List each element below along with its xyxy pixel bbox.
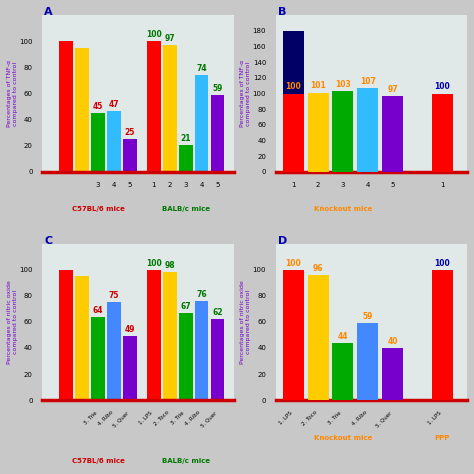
Bar xyxy=(179,145,192,172)
Bar xyxy=(123,139,137,172)
Text: 98: 98 xyxy=(164,261,175,270)
Text: 47: 47 xyxy=(109,100,119,109)
Bar xyxy=(59,270,73,400)
Text: 74: 74 xyxy=(196,64,207,73)
Bar xyxy=(195,75,209,172)
Bar xyxy=(91,113,105,172)
Bar xyxy=(163,272,177,400)
Bar xyxy=(332,91,354,172)
Text: 49: 49 xyxy=(125,325,135,334)
Bar xyxy=(75,276,89,400)
Text: 103: 103 xyxy=(335,80,351,89)
Bar xyxy=(75,48,89,172)
Y-axis label: Percentages of nitric oxide
compared to control: Percentages of nitric oxide compared to … xyxy=(7,280,18,364)
Bar xyxy=(357,88,378,172)
Bar xyxy=(308,275,328,400)
Text: BALB/c mice: BALB/c mice xyxy=(162,458,210,464)
Text: 101: 101 xyxy=(310,82,326,91)
Text: 100: 100 xyxy=(434,82,450,91)
Y-axis label: Percentages of TNF-α
compared to control: Percentages of TNF-α compared to control xyxy=(7,60,18,127)
Text: 62: 62 xyxy=(212,308,223,317)
Text: 100: 100 xyxy=(146,30,162,39)
Bar xyxy=(163,46,177,172)
Bar xyxy=(332,343,354,400)
Bar xyxy=(147,41,161,172)
Text: C: C xyxy=(44,236,53,246)
Text: 21: 21 xyxy=(181,134,191,143)
Text: BALB/c mice: BALB/c mice xyxy=(162,206,210,212)
Bar xyxy=(211,319,224,400)
Text: 59: 59 xyxy=(212,84,223,93)
Y-axis label: Percentages of nitric oxide
compared to control: Percentages of nitric oxide compared to … xyxy=(240,280,251,364)
Bar xyxy=(382,96,403,172)
Text: C57BL/6 mice: C57BL/6 mice xyxy=(72,206,125,212)
Bar xyxy=(147,270,161,400)
Bar xyxy=(211,95,224,172)
Text: 100: 100 xyxy=(285,82,301,91)
Bar xyxy=(382,348,403,400)
Text: D: D xyxy=(278,236,287,246)
Text: 44: 44 xyxy=(337,332,348,341)
Text: 64: 64 xyxy=(93,306,103,315)
Text: C57BL/6 mice: C57BL/6 mice xyxy=(72,458,125,464)
Text: Knockout mice: Knockout mice xyxy=(314,206,372,212)
Text: 67: 67 xyxy=(181,302,191,311)
Text: A: A xyxy=(44,8,53,18)
Bar xyxy=(91,317,105,400)
Bar xyxy=(107,302,121,400)
Text: 100: 100 xyxy=(285,259,301,268)
Bar xyxy=(59,41,73,172)
Text: 76: 76 xyxy=(196,290,207,299)
Text: 107: 107 xyxy=(360,77,376,86)
Bar xyxy=(107,110,121,172)
Text: PPP: PPP xyxy=(435,436,450,441)
Text: 100: 100 xyxy=(434,259,450,268)
Text: 97: 97 xyxy=(387,84,398,93)
Bar xyxy=(308,93,328,172)
Text: B: B xyxy=(278,8,286,18)
Bar xyxy=(195,301,209,400)
Text: 100: 100 xyxy=(146,259,162,268)
Bar xyxy=(283,270,304,400)
Text: 97: 97 xyxy=(164,34,175,43)
Text: 59: 59 xyxy=(363,312,373,321)
Bar xyxy=(283,270,304,400)
Bar xyxy=(283,93,304,172)
Bar xyxy=(357,323,378,400)
Text: 96: 96 xyxy=(313,264,323,273)
Bar xyxy=(283,31,304,172)
Bar xyxy=(432,93,453,172)
Text: 75: 75 xyxy=(109,292,119,301)
Y-axis label: Percentages of TNF-α
compared to control: Percentages of TNF-α compared to control xyxy=(240,60,251,127)
Bar xyxy=(432,270,453,400)
Text: Knockout mice: Knockout mice xyxy=(314,436,372,441)
Text: 40: 40 xyxy=(387,337,398,346)
Text: 45: 45 xyxy=(93,102,103,111)
Bar xyxy=(123,336,137,400)
Bar xyxy=(179,313,192,400)
Text: 25: 25 xyxy=(125,128,135,137)
